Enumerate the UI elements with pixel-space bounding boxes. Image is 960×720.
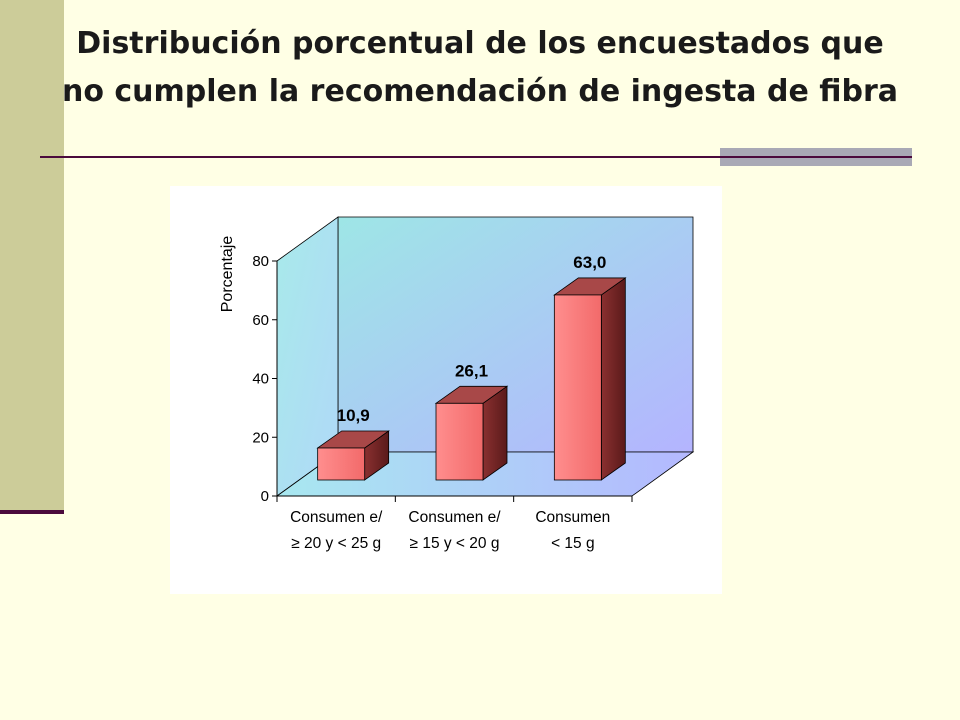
y-axis: 0 20 40 60 80	[252, 253, 632, 505]
sidebar-accent-line	[0, 510, 64, 514]
bar-side	[600, 277, 626, 481]
x-tick-label: ≥ 20 y < 25 g	[291, 535, 381, 552]
title-rule-block-lower	[720, 158, 912, 166]
bar-value-label: 10,9	[337, 406, 370, 425]
x-tick-label: ≥ 15 y < 20 g	[410, 535, 500, 552]
bar-value-label: 26,1	[455, 361, 488, 380]
y-tick-label: 40	[252, 371, 269, 388]
bar	[317, 447, 366, 481]
title-rule-block	[720, 148, 912, 156]
slide-title-line-1: Distribución porcentual de los encuestad…	[76, 26, 884, 61]
y-tick-label: 0	[261, 488, 269, 505]
chart-panel: 0 20 40 60 80 10,9 26,1 63,0 Consumen e/ ≥ 20 y…	[170, 186, 722, 594]
bar	[553, 294, 602, 481]
slide-title: Distribución porcentual de los encuestad…	[0, 20, 960, 116]
y-tick-label: 20	[252, 429, 269, 446]
category-labels: Consumen e/ ≥ 20 y < 25 g Consumen e/ ≥ 15 …	[276, 496, 633, 552]
x-tick-label: < 15 g	[551, 535, 595, 552]
title-rule	[40, 156, 912, 158]
sidebar-decoration	[0, 0, 64, 510]
y-tick-label: 80	[252, 253, 269, 270]
y-axis-label: Porcentaje	[219, 236, 236, 313]
bar-value-label: 63,0	[573, 253, 606, 272]
bar	[435, 402, 484, 481]
bars-group: 10,9 26,1 63,0	[316, 253, 627, 481]
bar-chart: 0 20 40 60 80 10,9 26,1 63,0 Consumen e/ ≥ 20 y…	[219, 216, 695, 552]
x-tick-label: Consumen	[535, 509, 610, 526]
slide-title-line-2: no cumplen la recomendación de ingesta d…	[61, 74, 898, 109]
x-tick-label: Consumen e/	[290, 509, 383, 526]
chart-back-wall	[337, 216, 694, 453]
y-tick-label: 60	[252, 312, 269, 329]
x-tick-label: Consumen e/	[408, 509, 501, 526]
